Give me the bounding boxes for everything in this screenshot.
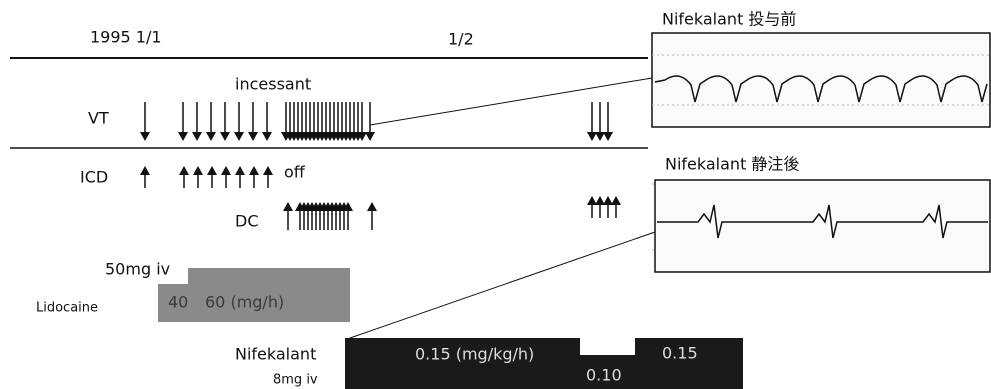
arrow-head <box>221 166 231 175</box>
arrow-head <box>603 132 613 141</box>
nifekalant-name: Nifekalant <box>235 345 316 364</box>
arrow-head <box>140 166 150 175</box>
arrow-head <box>248 132 258 141</box>
ecg-after <box>655 180 990 272</box>
vt-note: incessant <box>235 75 311 94</box>
nifekalant-rate2: 0.10 <box>586 366 622 385</box>
arrow-head <box>193 166 203 175</box>
ecg-before <box>652 33 990 127</box>
nifekalant-rate3: 0.15 <box>662 344 698 363</box>
arrow-head <box>178 132 188 141</box>
connector <box>350 232 655 338</box>
lidocaine-rate1: 40 <box>168 293 188 312</box>
icd-label: ICD <box>80 168 108 187</box>
arrow-head <box>249 166 259 175</box>
arrow-head <box>234 132 244 141</box>
lidocaine-rate2: 60 (mg/h) <box>205 293 284 312</box>
arrow-head <box>207 166 217 175</box>
arrow-head <box>587 132 597 141</box>
ecg-before-title: Nifekalant 投与前 <box>662 10 796 29</box>
arrow-head <box>179 166 189 175</box>
arrow-head <box>262 132 272 141</box>
arrow-head <box>611 196 621 205</box>
arrow-head <box>595 132 605 141</box>
arrow-head <box>587 196 597 205</box>
arrow-head <box>365 132 375 141</box>
ecg-after-title: Nifekalant 静注後 <box>665 155 799 174</box>
lidocaine-name: Lidocaine <box>36 301 98 316</box>
lidocaine-bolus: 50mg iv <box>105 260 170 279</box>
figure: 1995 1/1 1/2 incessant VT ICD off DC 50m… <box>0 0 991 389</box>
arrow-head <box>235 166 245 175</box>
nifekalant-bolus: 8mg iv <box>273 373 318 388</box>
date-start: 1995 1/1 <box>90 28 162 47</box>
arrow-head <box>595 196 605 205</box>
arrow-head <box>220 132 230 141</box>
dc-label: DC <box>235 212 259 231</box>
connector <box>370 78 652 125</box>
vt-label: VT <box>88 109 109 128</box>
arrow-head <box>206 132 216 141</box>
icd-note: off <box>284 163 306 182</box>
arrow-head <box>283 202 293 211</box>
arrow-head <box>263 166 273 175</box>
arrow-head <box>367 202 377 211</box>
date-mid: 1/2 <box>448 30 474 49</box>
arrow-head <box>140 132 150 141</box>
nifekalant-rate1: 0.15 (mg/kg/h) <box>415 345 534 364</box>
arrow-head <box>603 196 613 205</box>
event-arrows <box>140 102 621 230</box>
arrow-head <box>192 132 202 141</box>
